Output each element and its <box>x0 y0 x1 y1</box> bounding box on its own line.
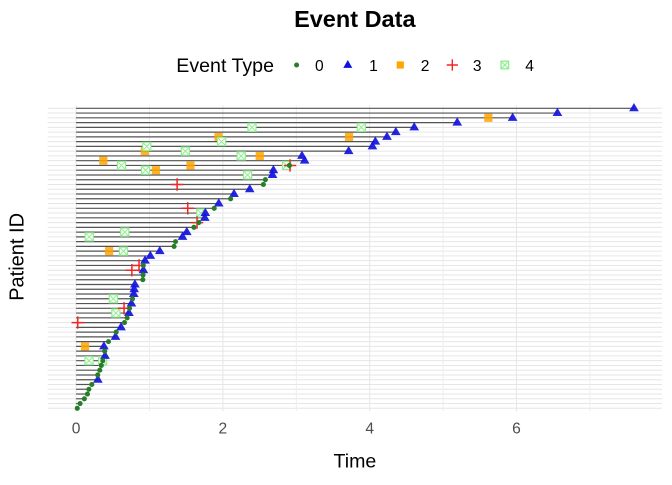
svg-text:Event Data: Event Data <box>294 6 416 32</box>
svg-text:4: 4 <box>365 421 374 438</box>
svg-text:Event Type: Event Type <box>176 55 274 77</box>
svg-text:3: 3 <box>473 58 482 75</box>
svg-text:Time: Time <box>333 451 376 473</box>
svg-text:6: 6 <box>512 421 521 438</box>
svg-text:1: 1 <box>369 58 378 75</box>
svg-text:4: 4 <box>525 58 534 75</box>
svg-text:2: 2 <box>219 421 228 438</box>
svg-text:2: 2 <box>421 58 430 75</box>
svg-text:0: 0 <box>72 421 81 438</box>
svg-text:0: 0 <box>315 58 324 75</box>
svg-text:Patient ID: Patient ID <box>7 213 29 301</box>
